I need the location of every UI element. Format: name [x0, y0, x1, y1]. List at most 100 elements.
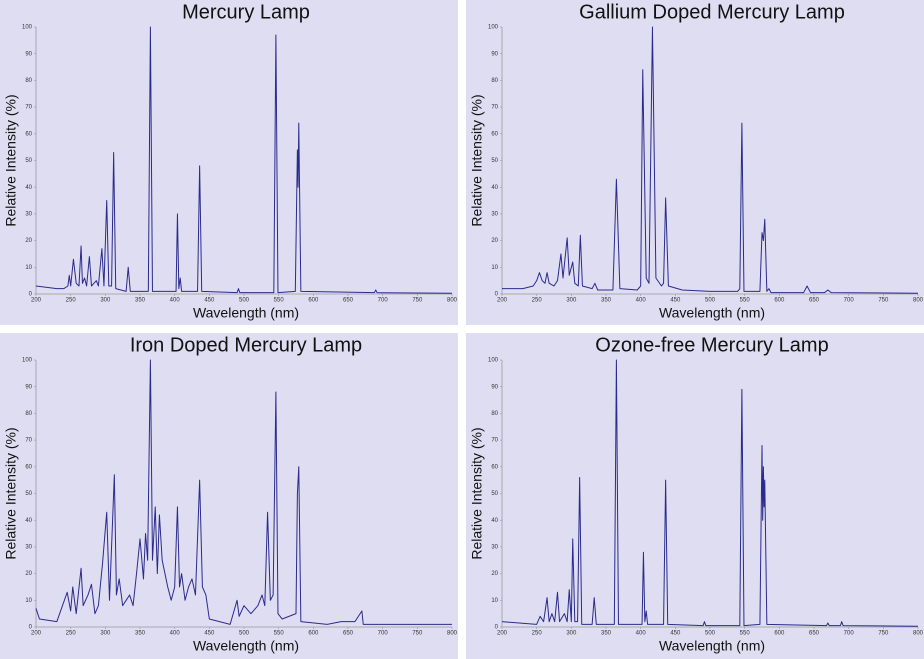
x-tick-label: 750	[412, 631, 423, 637]
y-tick-label: 100	[22, 358, 33, 364]
y-tick-label: 0	[29, 625, 33, 631]
x-tick-label: 400	[636, 631, 647, 637]
x-tick-label: 450	[204, 631, 215, 637]
panel-background	[0, 333, 458, 659]
y-tick-label: 30	[25, 544, 32, 550]
y-tick-label: 10	[25, 598, 32, 604]
panel: 0 10 20 30 40 50 60 70 80 90 100 200 250 300 350 400 450…	[466, 333, 924, 659]
y-tick-label: 10	[491, 265, 498, 271]
x-tick-label: 200	[31, 631, 42, 637]
y-tick-label: 80	[25, 78, 32, 84]
x-tick-label: 750	[412, 298, 423, 304]
panel-background	[466, 333, 924, 659]
y-tick-label: 0	[495, 625, 499, 631]
y-tick-label: 60	[491, 131, 498, 137]
x-tick-label: 700	[844, 298, 855, 304]
x-tick-label: 700	[378, 631, 389, 637]
x-tick-label: 300	[566, 298, 577, 304]
y-tick-label: 50	[491, 491, 498, 497]
x-tick-label: 350	[135, 298, 146, 304]
chart-title: Mercury Lamp	[182, 1, 310, 23]
x-tick-label: 400	[170, 631, 181, 637]
x-tick-label: 550	[740, 631, 751, 637]
y-axis-label: Relative Intensity (%)	[469, 94, 485, 226]
y-axis-label: Relative Intensity (%)	[3, 427, 19, 559]
y-tick-label: 70	[25, 105, 32, 111]
x-tick-label: 550	[274, 298, 285, 304]
y-tick-label: 40	[25, 518, 32, 524]
y-tick-label: 90	[25, 51, 32, 57]
y-tick-label: 20	[25, 571, 32, 577]
x-tick-label: 450	[204, 298, 215, 304]
y-tick-label: 100	[488, 25, 499, 31]
x-tick-label: 650	[343, 631, 354, 637]
x-tick-label: 250	[532, 298, 543, 304]
x-tick-label: 350	[135, 631, 146, 637]
panel: 0 10 20 30 40 50 60 70 80 90 100 200 250 300 350 400 450…	[0, 333, 458, 659]
y-tick-label: 90	[491, 384, 498, 390]
chart-title: Gallium Doped Mercury Lamp	[579, 1, 845, 23]
x-tick-label: 450	[670, 631, 681, 637]
spectrum-line	[35, 359, 452, 625]
x-tick-label: 600	[308, 631, 319, 637]
x-tick-label: 250	[66, 298, 77, 304]
y-tick-label: 20	[491, 571, 498, 577]
x-axis-label: Wavelength (nm)	[193, 638, 299, 654]
spectrum-line	[35, 26, 453, 294]
x-tick-label: 800	[447, 631, 458, 637]
panel-background	[466, 0, 924, 325]
y-tick-label: 20	[25, 238, 32, 244]
x-tick-label: 800	[913, 631, 924, 637]
y-tick-label: 30	[491, 211, 498, 217]
y-tick-label: 90	[25, 384, 32, 390]
spectrum-line	[501, 359, 919, 627]
x-tick-label: 200	[497, 298, 508, 304]
y-tick-label: 40	[25, 185, 32, 191]
y-axis-label: Relative Intensity (%)	[469, 427, 485, 559]
y-tick-label: 80	[491, 78, 498, 84]
x-tick-label: 750	[878, 631, 889, 637]
panel-background	[0, 0, 458, 325]
x-tick-label: 600	[308, 298, 319, 304]
y-tick-label: 80	[25, 411, 32, 417]
y-tick-label: 40	[491, 518, 498, 524]
x-tick-label: 550	[740, 298, 751, 304]
x-tick-label: 400	[170, 298, 181, 304]
y-tick-label: 10	[491, 598, 498, 604]
chart-title: Iron Doped Mercury Lamp	[130, 334, 362, 356]
x-axis-label: Wavelength (nm)	[659, 305, 765, 321]
x-axis-label: Wavelength (nm)	[193, 305, 299, 321]
y-tick-label: 50	[491, 158, 498, 164]
y-tick-label: 70	[25, 438, 32, 444]
x-tick-label: 800	[447, 298, 458, 304]
spectrum-line	[502, 26, 919, 294]
x-tick-label: 250	[532, 631, 543, 637]
x-tick-label: 600	[774, 631, 785, 637]
chart-title: Ozone-free Mercury Lamp	[595, 334, 828, 356]
x-tick-label: 650	[809, 631, 820, 637]
y-tick-label: 0	[495, 292, 499, 298]
y-tick-label: 60	[25, 464, 32, 470]
x-axis-label: Wavelength (nm)	[659, 638, 765, 654]
y-tick-label: 50	[25, 158, 32, 164]
x-tick-label: 400	[636, 298, 647, 304]
x-tick-label: 500	[239, 298, 250, 304]
x-tick-label: 350	[601, 631, 612, 637]
y-axis-label: Relative Intensity (%)	[3, 94, 19, 226]
y-tick-label: 60	[491, 464, 498, 470]
y-tick-label: 100	[488, 358, 499, 364]
panel: 0 10 20 30 40 50 60 70 80 90 100 200 250 300 350 400 450…	[0, 0, 458, 325]
y-tick-label: 60	[25, 131, 32, 137]
x-tick-label: 550	[274, 631, 285, 637]
x-tick-label: 250	[66, 631, 77, 637]
x-tick-label: 500	[705, 631, 716, 637]
y-tick-label: 80	[491, 411, 498, 417]
x-tick-label: 300	[100, 631, 111, 637]
x-tick-label: 500	[239, 631, 250, 637]
y-tick-label: 100	[22, 25, 33, 31]
x-tick-label: 300	[566, 631, 577, 637]
y-tick-label: 0	[29, 292, 33, 298]
x-tick-label: 200	[31, 298, 42, 304]
y-tick-label: 70	[491, 438, 498, 444]
